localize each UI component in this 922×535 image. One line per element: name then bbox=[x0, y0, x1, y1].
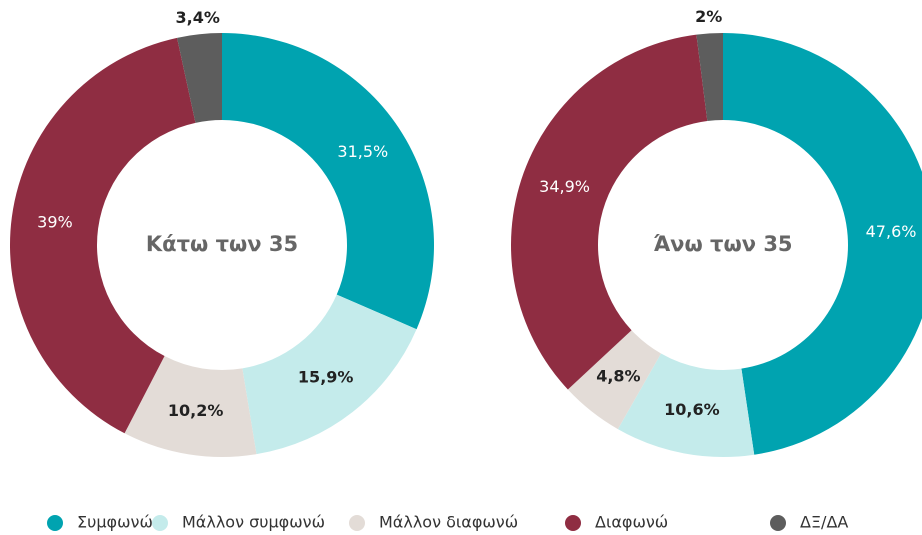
legend-label: Μάλλον διαφωνώ bbox=[379, 513, 518, 532]
slice bbox=[222, 33, 435, 330]
slice bbox=[10, 37, 196, 434]
data-label: 39% bbox=[37, 212, 73, 231]
center-title: Άνω των 35 bbox=[653, 232, 792, 256]
data-label: 47,6% bbox=[866, 222, 917, 241]
slice bbox=[567, 330, 662, 430]
slice bbox=[511, 34, 708, 390]
slice bbox=[617, 353, 755, 457]
slice bbox=[696, 33, 723, 121]
data-label: 4,8% bbox=[596, 367, 640, 386]
data-label: 10,2% bbox=[168, 401, 224, 420]
slice bbox=[723, 33, 922, 455]
data-label: 15,9% bbox=[298, 367, 354, 386]
legend-swatch bbox=[349, 515, 365, 531]
legend-swatch bbox=[152, 515, 168, 531]
legend-label: Διαφωνώ bbox=[595, 513, 668, 532]
slice bbox=[177, 33, 222, 123]
legend-label: ΔΞ/ΔΑ bbox=[800, 513, 848, 532]
legend-label: Μάλλον συμφωνώ bbox=[182, 513, 325, 532]
data-label: 10,6% bbox=[664, 400, 720, 419]
legend-swatch bbox=[565, 515, 581, 531]
data-label: 3,4% bbox=[176, 8, 220, 27]
legend-swatch bbox=[770, 515, 786, 531]
data-label: 2% bbox=[695, 7, 722, 26]
legend-swatch bbox=[47, 515, 63, 531]
slice bbox=[124, 356, 257, 457]
slice bbox=[242, 294, 417, 455]
data-label: 34,9% bbox=[539, 177, 590, 196]
legend-label: Συμφωνώ bbox=[77, 513, 153, 532]
center-title: Κάτω των 35 bbox=[146, 232, 298, 256]
data-label: 31,5% bbox=[337, 142, 388, 161]
